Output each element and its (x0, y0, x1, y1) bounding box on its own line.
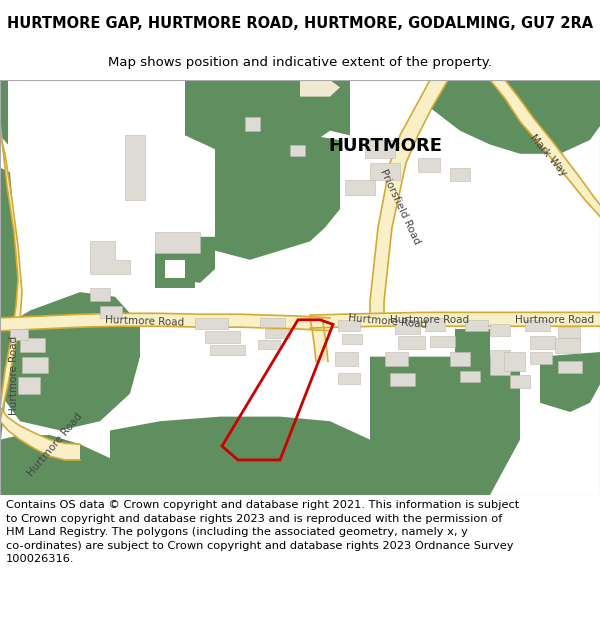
Polygon shape (335, 352, 358, 366)
Polygon shape (370, 163, 400, 179)
Polygon shape (215, 131, 340, 260)
Text: Mark Way: Mark Way (528, 133, 568, 178)
Polygon shape (558, 361, 582, 373)
Polygon shape (540, 352, 600, 412)
Text: Hurtmore Road: Hurtmore Road (105, 315, 185, 328)
Polygon shape (338, 320, 360, 331)
Polygon shape (504, 352, 525, 371)
Text: Contains OS data © Crown copyright and database right 2021. This information is : Contains OS data © Crown copyright and d… (6, 500, 519, 564)
Polygon shape (342, 334, 362, 344)
Text: Hurtmore Road: Hurtmore Road (391, 315, 470, 325)
Polygon shape (525, 320, 550, 331)
Polygon shape (205, 331, 240, 343)
Polygon shape (455, 329, 490, 417)
Polygon shape (460, 371, 480, 382)
Polygon shape (398, 336, 425, 349)
Polygon shape (430, 80, 600, 154)
Polygon shape (90, 288, 110, 301)
Polygon shape (125, 136, 145, 200)
Polygon shape (155, 232, 200, 253)
Polygon shape (540, 84, 575, 107)
Polygon shape (555, 338, 580, 353)
Text: Hurtmore Road: Hurtmore Road (26, 411, 84, 478)
Polygon shape (580, 80, 600, 117)
Polygon shape (10, 329, 28, 340)
Polygon shape (0, 121, 22, 421)
Polygon shape (310, 312, 600, 328)
Polygon shape (530, 336, 555, 349)
Polygon shape (490, 350, 510, 375)
Polygon shape (300, 80, 340, 97)
Polygon shape (175, 237, 215, 283)
Polygon shape (418, 158, 440, 172)
Text: Map shows position and indicative extent of the property.: Map shows position and indicative extent… (108, 56, 492, 69)
Polygon shape (338, 373, 360, 384)
Polygon shape (390, 373, 415, 386)
Polygon shape (395, 320, 420, 334)
Polygon shape (490, 80, 600, 216)
Polygon shape (90, 241, 130, 274)
Polygon shape (370, 357, 520, 495)
Text: Hurtmore Road: Hurtmore Road (9, 336, 19, 414)
Polygon shape (155, 251, 195, 288)
Polygon shape (425, 318, 445, 331)
Polygon shape (110, 417, 370, 495)
Text: Priorsfield Road: Priorsfield Road (378, 168, 422, 246)
Polygon shape (0, 80, 20, 449)
Polygon shape (465, 320, 488, 331)
Polygon shape (0, 292, 140, 431)
Polygon shape (20, 338, 45, 352)
Polygon shape (450, 168, 470, 181)
Polygon shape (370, 80, 448, 318)
Polygon shape (185, 80, 350, 154)
Polygon shape (385, 352, 408, 366)
Polygon shape (260, 318, 285, 327)
Polygon shape (258, 340, 280, 349)
Polygon shape (450, 352, 470, 366)
Polygon shape (0, 313, 330, 331)
Polygon shape (22, 357, 48, 373)
Polygon shape (490, 324, 510, 336)
Polygon shape (290, 144, 305, 156)
Polygon shape (510, 80, 575, 112)
Polygon shape (265, 329, 290, 338)
Polygon shape (530, 352, 552, 364)
Polygon shape (0, 80, 8, 144)
Polygon shape (0, 408, 80, 460)
Polygon shape (210, 344, 245, 355)
Polygon shape (100, 306, 122, 318)
Text: HURTMORE GAP, HURTMORE ROAD, HURTMORE, GODALMING, GU7 2RA: HURTMORE GAP, HURTMORE ROAD, HURTMORE, G… (7, 16, 593, 31)
Polygon shape (430, 336, 455, 348)
Polygon shape (345, 179, 375, 195)
Polygon shape (245, 117, 260, 131)
Polygon shape (165, 260, 185, 278)
Text: HURTMORE: HURTMORE (328, 138, 442, 156)
Polygon shape (310, 318, 328, 361)
Polygon shape (510, 375, 530, 388)
Polygon shape (0, 435, 110, 495)
Polygon shape (18, 377, 40, 394)
Polygon shape (365, 140, 395, 158)
Polygon shape (558, 327, 580, 338)
Polygon shape (195, 318, 228, 329)
Text: Hurtmore Road: Hurtmore Road (515, 315, 595, 325)
Text: Hurtmore Road: Hurtmore Road (348, 313, 428, 330)
